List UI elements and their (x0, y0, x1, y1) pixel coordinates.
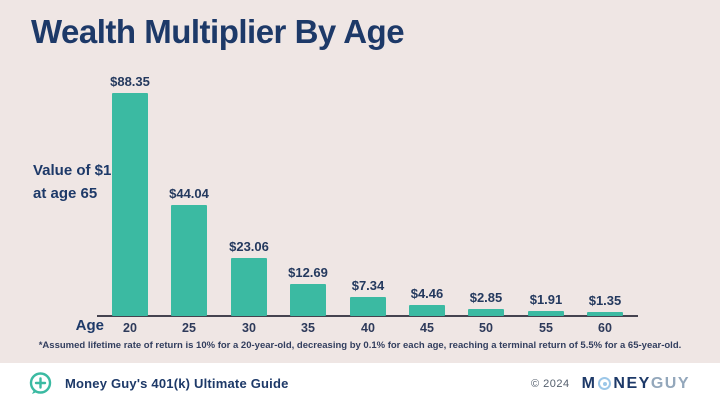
x-tick-label: 55 (539, 321, 553, 335)
footer-right: © 2024 M NEY GUY (531, 363, 690, 404)
bar-value-label: $23.06 (229, 239, 269, 254)
bar-value-label: $44.04 (169, 186, 209, 201)
bar-value-label: $4.46 (410, 286, 444, 301)
bar-value-label: $12.69 (288, 265, 328, 280)
footer-guide-text: Money Guy's 401(k) Ultimate Guide (65, 376, 289, 391)
infographic-card: Wealth Multiplier By Age Value of $1 at … (0, 0, 720, 363)
moneyguy-logo: M NEY GUY (582, 375, 690, 393)
x-tick-label: 50 (479, 321, 493, 335)
bar-age-40 (350, 297, 386, 316)
money-guy-plus-icon (29, 372, 52, 394)
footer-bar: Money Guy's 401(k) Ultimate Guide © 2024… (0, 363, 720, 404)
x-tick-label: 35 (301, 321, 315, 335)
chart-title: Wealth Multiplier By Age (31, 13, 405, 50)
x-tick-label: 20 (123, 321, 137, 335)
copyright-text: © 2024 (530, 377, 570, 390)
x-axis-title: Age (75, 317, 104, 334)
bar-age-50 (468, 309, 504, 316)
bar-value-label: $1.35 (588, 293, 622, 308)
bar-age-20 (112, 93, 148, 316)
bar-age-25 (171, 205, 207, 316)
x-tick-label: 40 (361, 321, 375, 335)
bar-value-label: $1.91 (529, 292, 563, 307)
x-tick-label: 45 (420, 321, 434, 335)
x-axis-line (97, 315, 638, 317)
bar-age-45 (409, 305, 445, 316)
x-tick-label: 30 (242, 321, 256, 335)
footer-left: Money Guy's 401(k) Ultimate Guide (28, 371, 289, 396)
bar-value-label: $2.85 (469, 290, 503, 305)
footnote: *Assumed lifetime rate of return is 10% … (38, 340, 682, 351)
y-axis-label: Value of $1 at age 65 (33, 162, 112, 202)
logo-part-ney: NEY (613, 374, 651, 392)
moneyguy-o-dot (602, 381, 607, 386)
bar-age-55 (528, 311, 564, 316)
bar-value-label: $88.35 (110, 74, 150, 89)
logo-part-m: M (581, 374, 597, 392)
x-tick-label: 60 (598, 321, 612, 335)
bar-value-label: $7.34 (351, 278, 385, 293)
bar-age-30 (231, 258, 267, 316)
plot-area: Age $88.35 20 $44.04 25 $23.06 30 $12.69 35 $7.3… (75, 74, 638, 335)
logo-part-guy: GUY (650, 374, 690, 392)
x-tick-label: 25 (182, 321, 196, 335)
bar-age-60 (587, 312, 623, 316)
bar-age-35 (290, 284, 326, 316)
moneyguy-o-icon (598, 377, 612, 390)
